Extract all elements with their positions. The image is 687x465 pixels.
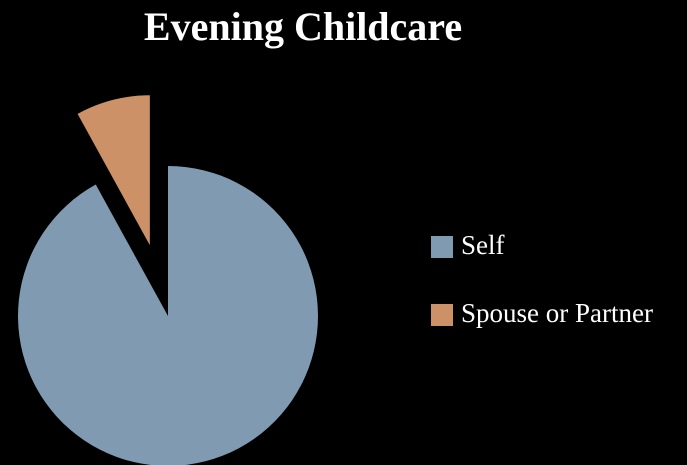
pie-slice (77, 95, 150, 246)
chart-title: Evening Childcare (144, 4, 462, 49)
legend-label: Spouse or Partner (461, 298, 653, 328)
pie-slice (18, 166, 318, 465)
legend-swatch (431, 304, 453, 326)
legend-label: Self (461, 230, 505, 260)
legend-swatch (431, 236, 453, 258)
